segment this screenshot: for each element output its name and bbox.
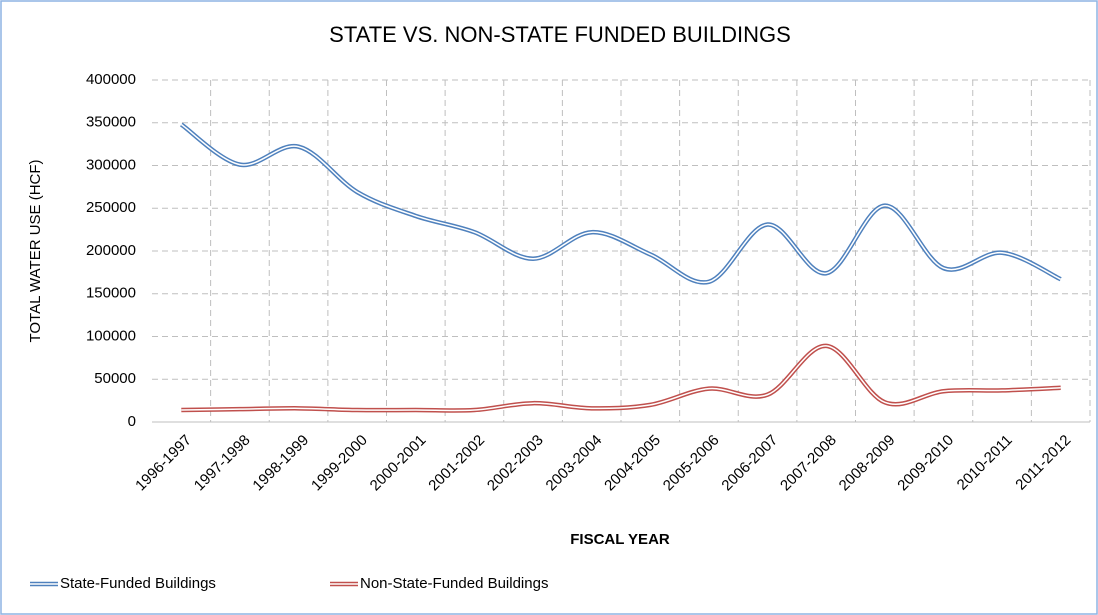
- series-line-inner: [181, 345, 1061, 412]
- y-tick-label: 50000: [94, 370, 136, 387]
- y-tick-label: 400000: [86, 71, 136, 88]
- y-tick-label: 200000: [86, 242, 136, 259]
- y-tick-label: 300000: [86, 156, 136, 173]
- x-axis-title: FISCAL YEAR: [570, 531, 670, 548]
- y-tick-label: 100000: [86, 327, 136, 344]
- series-line-inner: [180, 123, 1062, 284]
- legend-label: State-Funded Buildings: [60, 575, 216, 592]
- y-tick-label: 250000: [86, 199, 136, 216]
- chart-title: STATE VS. NON-STATE FUNDED BUILDINGS: [329, 22, 791, 47]
- y-axis-title: TOTAL WATER USE (HCF): [27, 159, 44, 342]
- y-tick-label: 0: [128, 413, 136, 430]
- legend-label: Non-State-Funded Buildings: [360, 575, 548, 592]
- y-tick-label: 350000: [86, 114, 136, 131]
- y-tick-label: 150000: [86, 285, 136, 302]
